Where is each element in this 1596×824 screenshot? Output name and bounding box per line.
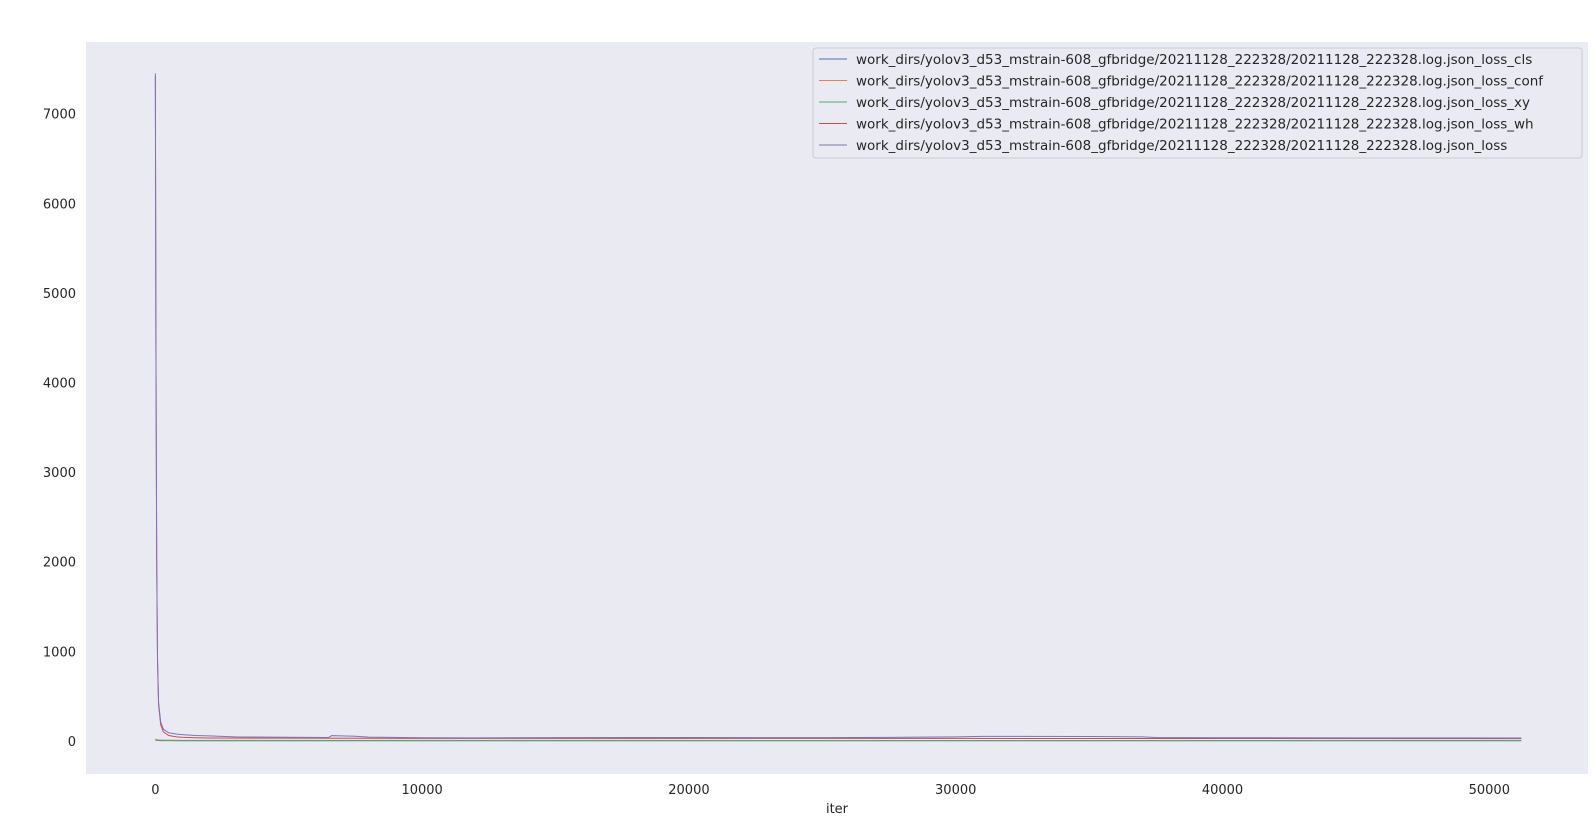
x-axis-label: iter	[826, 802, 849, 817]
legend-label-2: work_dirs/yolov3_d53_mstrain-608_gfbridg…	[856, 95, 1530, 111]
legend-label-0: work_dirs/yolov3_d53_mstrain-608_gfbridg…	[856, 52, 1532, 68]
legend-frame	[812, 47, 1583, 159]
legend-label-4: work_dirs/yolov3_d53_mstrain-608_gfbridg…	[856, 138, 1507, 154]
x-tick-label: 40000	[1202, 783, 1243, 798]
x-tick-label: 20000	[668, 783, 709, 798]
x-tick-label: 50000	[1469, 783, 1510, 798]
series-line-2	[155, 739, 1522, 741]
y-tick-label: 1000	[43, 645, 76, 660]
x-tick-label: 30000	[935, 783, 976, 798]
series-layer	[154, 73, 1522, 742]
y-tick-label: 2000	[43, 556, 76, 571]
x-tick-label: 10000	[401, 783, 442, 798]
plot-background	[86, 42, 1588, 774]
x-tick-label: 0	[151, 783, 159, 798]
x-tick-labels: 0 10000 20000 30000 40000 50000	[151, 783, 1510, 798]
y-tick-label: 4000	[43, 376, 76, 391]
legend-label-1: work_dirs/yolov3_d53_mstrain-608_gfbridg…	[856, 74, 1544, 90]
y-tick-label: 6000	[43, 197, 76, 212]
y-tick-label: 5000	[43, 287, 76, 302]
y-tick-label: 3000	[43, 466, 76, 481]
y-tick-labels: 0 1000 2000 3000 4000 5000 6000 7000	[43, 108, 76, 750]
y-tick-label: 7000	[43, 108, 76, 123]
y-tick-label: 0	[68, 735, 76, 750]
legend-items: work_dirs/yolov3_d53_mstrain-608_gfbridg…	[819, 52, 1544, 154]
series-line-4	[154, 73, 1522, 739]
legend-label-3: work_dirs/yolov3_d53_mstrain-608_gfbridg…	[856, 117, 1534, 133]
legend[interactable]: work_dirs/yolov3_d53_mstrain-608_gfbridg…	[812, 47, 1583, 159]
